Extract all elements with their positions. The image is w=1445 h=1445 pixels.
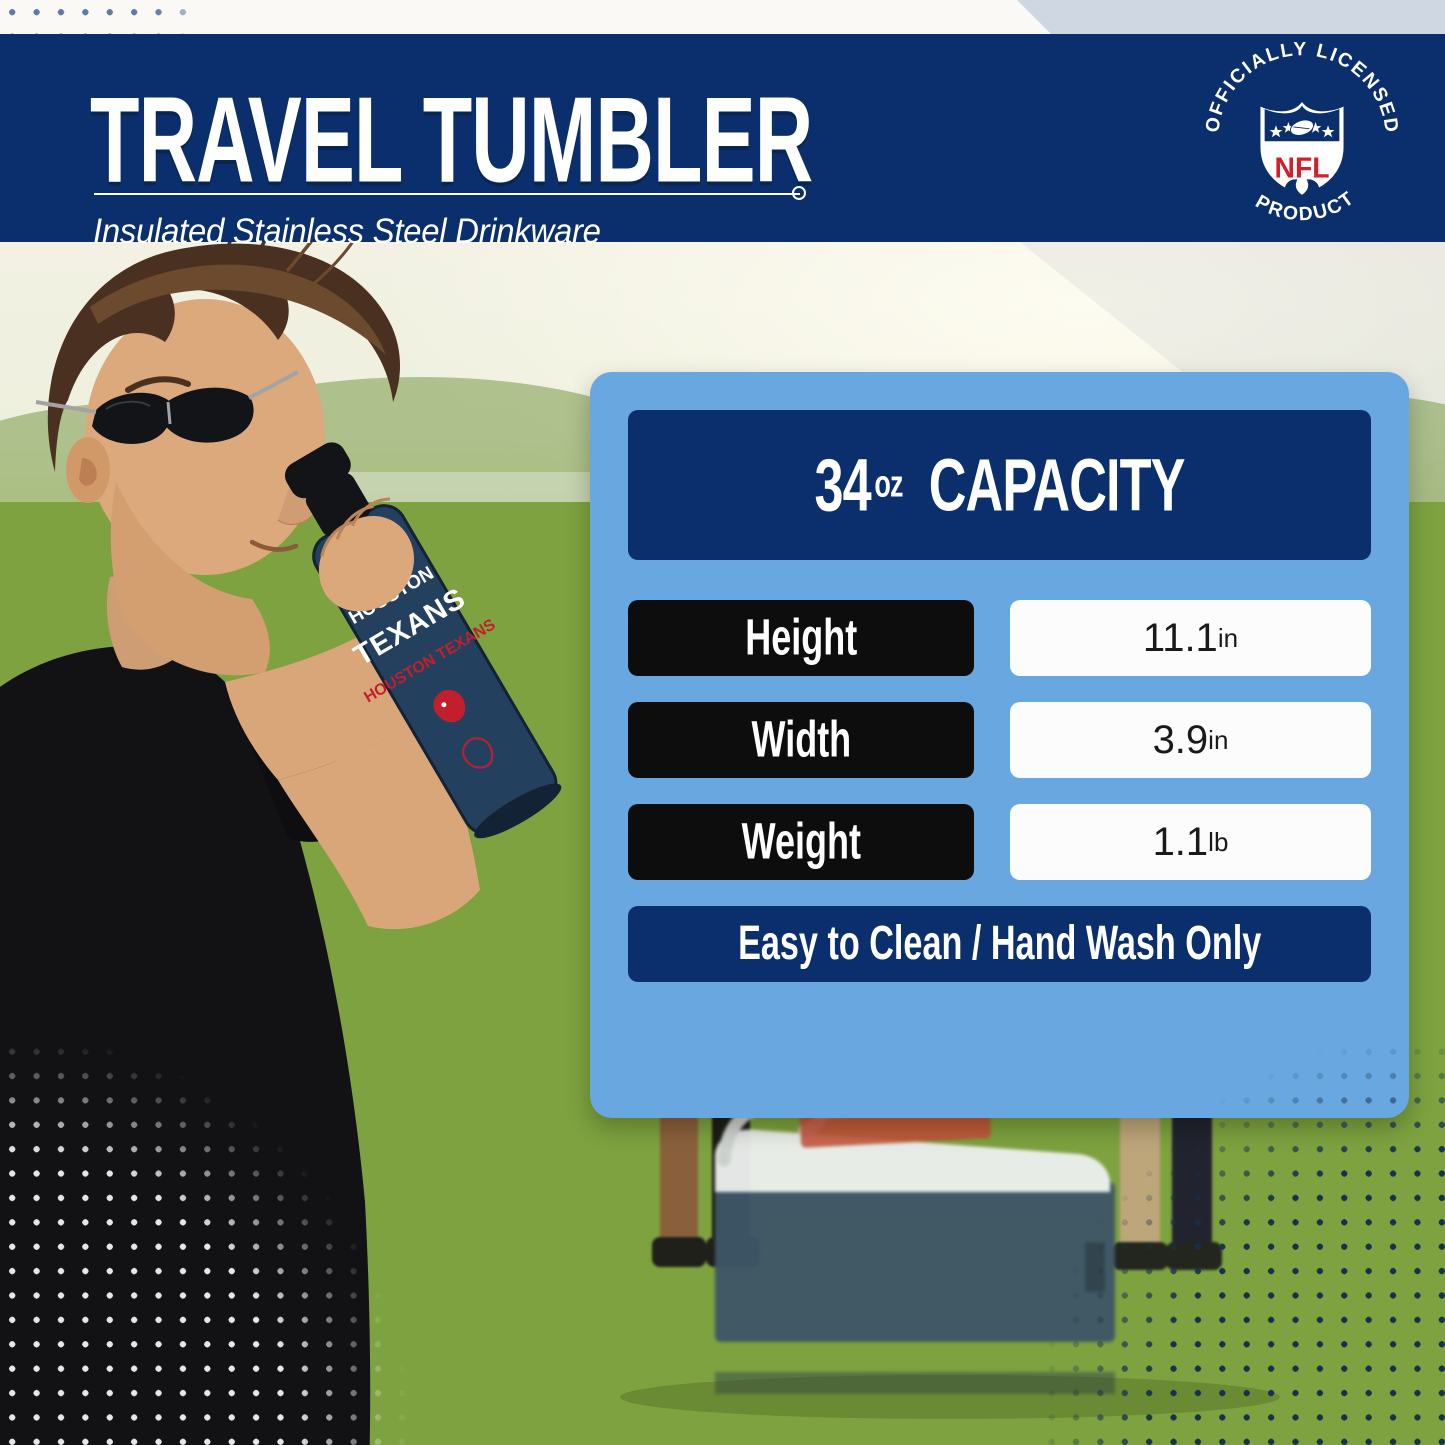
svg-text:NFL: NFL xyxy=(1275,151,1330,183)
